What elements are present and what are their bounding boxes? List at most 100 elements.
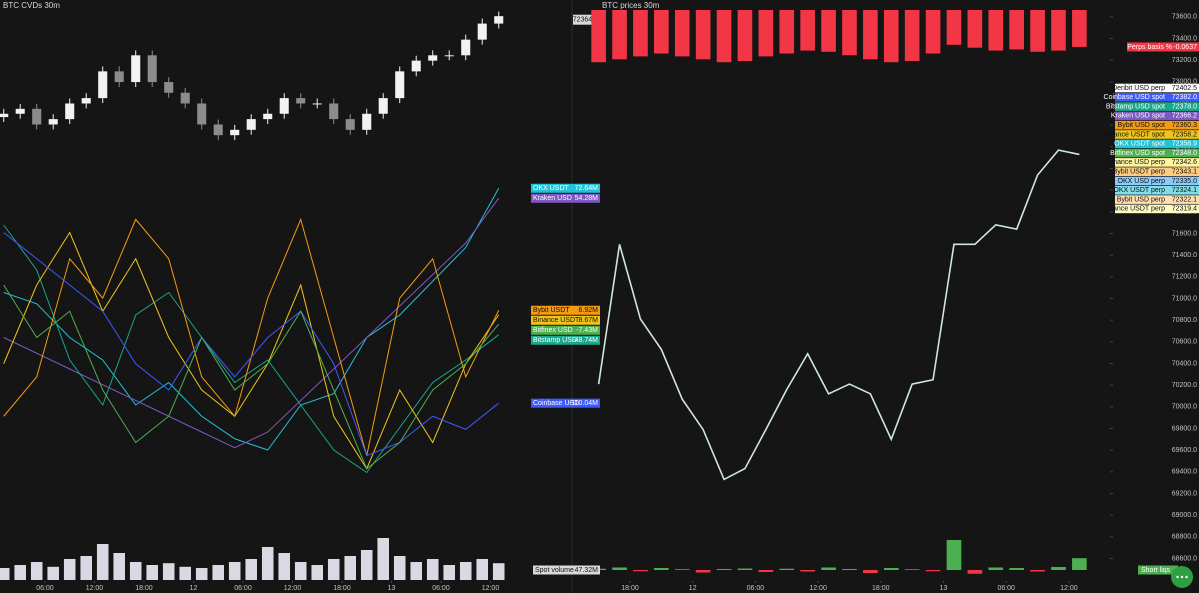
bar — [1009, 10, 1024, 50]
x-tick-label: 06:00 — [997, 585, 1015, 592]
price-label-value: 72324.1 — [1172, 187, 1197, 194]
bar — [758, 10, 774, 57]
x-tick-label: 18:00 — [872, 585, 890, 592]
price-label-badge — [1115, 139, 1199, 149]
price-label-value: 72348.0 — [1172, 150, 1197, 157]
price-label-name: Bybit USD perp — [1117, 196, 1165, 203]
x-tick-label: 06:00 — [234, 585, 252, 592]
bar — [146, 565, 158, 580]
price-label-value: 72335.0 — [1172, 178, 1197, 185]
candle-body — [81, 98, 91, 104]
bar — [1051, 10, 1066, 51]
y-tick-label: 70800.0 — [1172, 317, 1197, 324]
x-tick-label: 06:00 — [36, 585, 54, 592]
basis-label-badge — [1127, 42, 1199, 52]
bar — [1072, 10, 1087, 47]
bar — [113, 553, 125, 580]
y-tick-label: 68800.0 — [1172, 534, 1197, 541]
x-tick-label: 18:00 — [135, 585, 153, 592]
bar — [695, 10, 711, 60]
candle-body — [428, 55, 438, 61]
y-tick-label: 69000.0 — [1172, 512, 1197, 519]
price-label-name: Bybit USDT perp — [1113, 169, 1165, 176]
candle-body — [114, 71, 124, 83]
price-label-value: 72378.0 — [1172, 103, 1197, 110]
candle-body — [362, 113, 372, 130]
series-label-badge — [531, 335, 600, 345]
candle-body — [164, 82, 174, 93]
cvd-line — [3, 284, 500, 470]
candle-body — [494, 16, 504, 24]
bar — [129, 562, 142, 580]
y-tick-label: 69800.0 — [1172, 425, 1197, 432]
bar — [426, 559, 439, 580]
menu-button[interactable] — [1171, 566, 1193, 588]
bar — [863, 10, 878, 60]
bar — [695, 570, 711, 573]
candle-body — [131, 55, 141, 83]
candle-body — [230, 129, 240, 136]
bar — [716, 569, 732, 570]
price-label-value: 72342.6 — [1172, 159, 1197, 166]
series-label-value: 72.64M — [575, 185, 599, 192]
bar — [612, 10, 627, 60]
cvd-line — [3, 232, 500, 457]
cvd-line — [3, 224, 500, 474]
x-tick-label: 13 — [940, 585, 948, 592]
bar — [1030, 570, 1045, 572]
bar — [654, 568, 669, 570]
series-label-name: Bitstamp USD — [533, 337, 577, 344]
bar — [311, 565, 323, 580]
x-tick-label: 18:00 — [333, 585, 351, 592]
bar — [925, 570, 941, 572]
bar — [654, 10, 669, 54]
series-label-name: Kraken USD — [533, 195, 572, 202]
bar — [674, 10, 690, 57]
bar — [758, 570, 774, 572]
bar — [327, 559, 340, 580]
price-label-badge — [1115, 204, 1199, 214]
price-label-name: Binance USDT spot — [1104, 131, 1165, 138]
bar — [179, 566, 191, 580]
chart-title: BTC prices 30m — [602, 1, 660, 10]
price-label-badge — [1115, 158, 1199, 167]
series-label-name: Coinbase USD — [533, 400, 579, 407]
series-label-badge — [531, 315, 600, 325]
bar — [716, 10, 732, 63]
candle-body — [213, 124, 223, 136]
bar — [842, 569, 857, 570]
bar — [967, 10, 983, 48]
annotation-badge — [1138, 565, 1178, 575]
candle-body — [48, 119, 58, 125]
price-label-badge — [1115, 130, 1199, 139]
candle-body — [296, 98, 306, 104]
x-tick-label: 12:00 — [482, 585, 500, 592]
y-tick-label: 70000.0 — [1172, 404, 1197, 411]
bar — [633, 10, 648, 57]
price-label-value: 72360.3 — [1172, 122, 1197, 129]
price-label-badge — [1115, 186, 1199, 195]
x-tick-label: 12:00 — [809, 585, 827, 592]
price-label-badge — [1115, 176, 1199, 186]
bar — [883, 10, 899, 63]
y-tick-label: 71600.0 — [1172, 230, 1197, 237]
bar — [842, 10, 857, 56]
candle-body — [395, 71, 405, 99]
price-label-name: Deribit USD perp — [1112, 85, 1165, 92]
y-tick-label: 71200.0 — [1172, 274, 1197, 281]
price-label-value: 72358.2 — [1172, 131, 1197, 138]
y-tick-label: 69600.0 — [1172, 447, 1197, 454]
price-label-value: 72402.5 — [1172, 85, 1197, 92]
bar — [96, 544, 109, 580]
price-label-badge — [1115, 93, 1199, 102]
bar — [967, 570, 983, 574]
bar — [80, 556, 92, 580]
bar — [737, 568, 753, 570]
price-label-badge — [1115, 120, 1199, 130]
series-label-value: 6.92M — [579, 307, 599, 314]
candle-body — [15, 108, 25, 114]
menu-dot — [1176, 575, 1179, 579]
bar — [393, 556, 406, 580]
bar — [612, 567, 627, 570]
